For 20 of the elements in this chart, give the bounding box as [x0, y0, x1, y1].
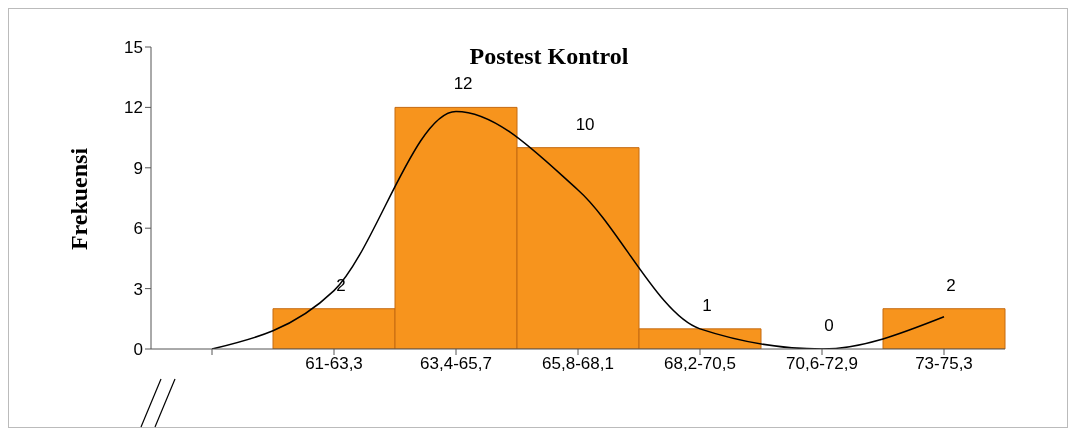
y-axis-title: Frekuensi: [65, 147, 93, 251]
x-tick-label: 73-75,3: [915, 354, 973, 374]
y-tick-label: 15: [124, 38, 143, 58]
x-tick-label: 61-63,3: [305, 354, 363, 374]
bar: [882, 308, 1006, 349]
x-tick-label: 70,6-72,9: [786, 354, 858, 374]
data-label: 1: [701, 295, 713, 316]
y-tick-label: 9: [133, 158, 143, 178]
data-label: 2: [945, 275, 957, 296]
chart-title: Postest Kontrol: [468, 43, 630, 70]
y-tick-label: 0: [133, 340, 143, 360]
y-tick-label: 12: [124, 98, 143, 118]
data-label: 0: [823, 316, 835, 336]
x-tick-label: 65,8-68,1: [542, 354, 614, 374]
x-tick-label: 68,2-70,5: [664, 354, 736, 374]
x-tick-label: 63,4-65,7: [420, 354, 492, 374]
data-label: 12: [452, 74, 474, 95]
y-tick-label: 3: [133, 279, 143, 299]
y-tick-label: 6: [133, 219, 143, 239]
data-label: 10: [574, 114, 596, 135]
